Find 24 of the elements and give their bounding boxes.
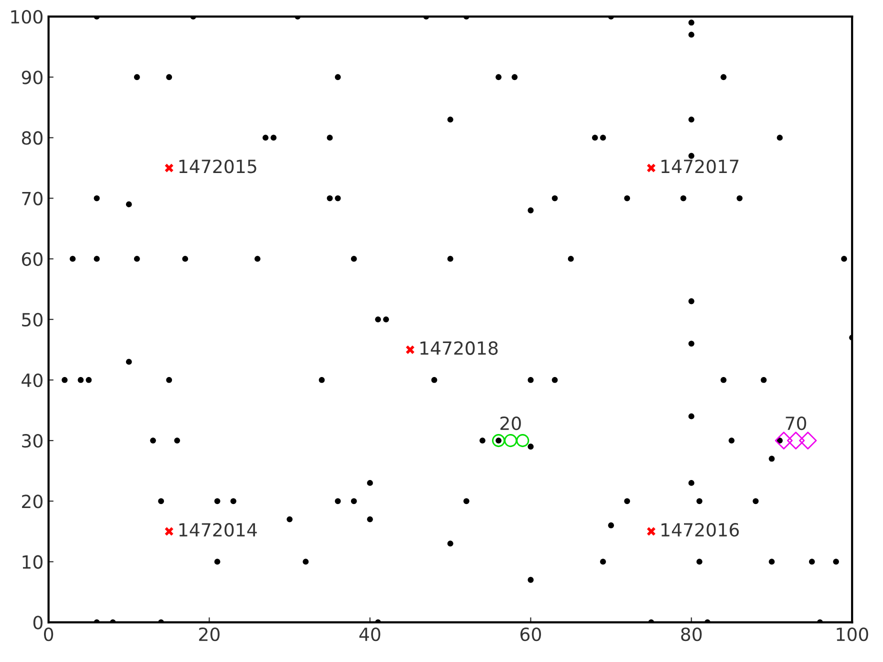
x-tick-label: 40 — [359, 627, 380, 642]
x-tick-label: 80 — [681, 627, 702, 642]
y-tick-label: 100 — [11, 10, 43, 24]
annotation: 1472015 — [179, 160, 256, 174]
y-tick-label: 80 — [22, 131, 43, 145]
annotation: 1472016 — [662, 523, 739, 537]
x-tick-label: 20 — [199, 627, 220, 642]
y-tick-label: 0 — [33, 616, 43, 630]
annotation: 70 — [786, 416, 806, 430]
x-tick-label: 60 — [520, 627, 541, 642]
annotation: 1472014 — [179, 523, 257, 537]
y-tick-label: 10 — [22, 555, 43, 569]
y-tick-label: 70 — [22, 192, 43, 206]
y-tick-label: 20 — [22, 494, 43, 508]
y-tick-label: 90 — [22, 70, 43, 84]
y-tick-label: 30 — [22, 434, 43, 448]
x-tick-label: 0 — [44, 627, 54, 642]
y-tick-label: 50 — [22, 312, 43, 327]
annotation: 20 — [500, 416, 521, 430]
y-tick-label: 40 — [22, 373, 43, 388]
annotation: 1472017 — [662, 160, 738, 174]
annotation: 1472018 — [420, 341, 498, 355]
y-tick-label: 60 — [22, 252, 43, 266]
x-tick-label: 100 — [836, 627, 868, 642]
